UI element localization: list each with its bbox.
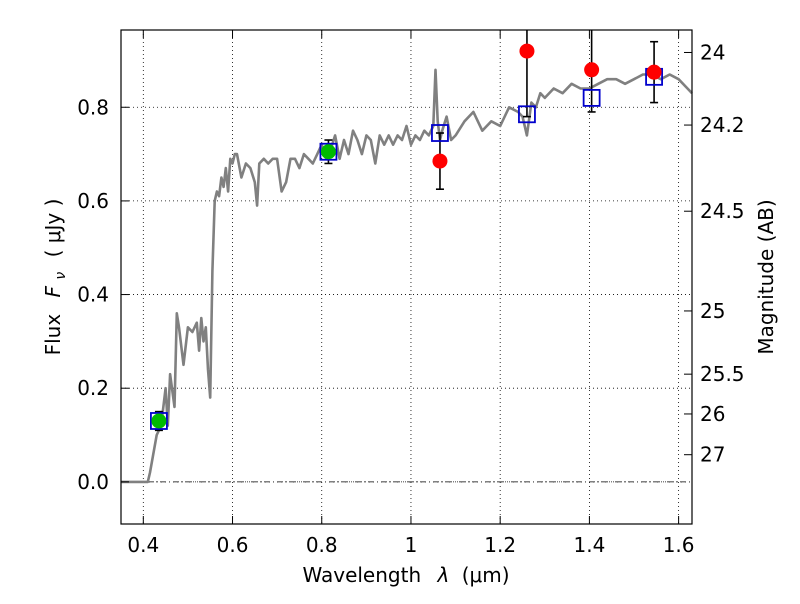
y-axis-title-unit: ( μJy ): [41, 199, 65, 258]
measurement-marker: [432, 153, 448, 169]
x-tick-label: 1.2: [484, 533, 516, 557]
magnitude-tick-label: 24.2: [700, 113, 745, 137]
model-photometry-marker: [582, 88, 601, 107]
y-axis-title-prefix: Flux: [41, 314, 65, 356]
model-photometry-marker: [431, 124, 449, 142]
y-tick-label: 0.0: [77, 470, 109, 494]
x-tick-label: 1.4: [573, 533, 605, 557]
model-photometry-marker: [518, 105, 536, 124]
x-axis-title-prefix: Wavelength: [302, 563, 421, 587]
model-spectrum-layer: [121, 68, 693, 484]
y-tick-label: 0.6: [77, 189, 109, 213]
magnitude-tick-label: 26: [700, 402, 725, 426]
magnitude-tick-label: 25.5: [700, 362, 745, 386]
magnitude-tick-label: 24: [700, 40, 725, 64]
y-axis-title-symbol: F: [41, 285, 65, 297]
model-photometry-marker: [150, 412, 168, 430]
x-tick-label: 0.4: [127, 533, 159, 557]
x-axis-title-unit: (μm): [462, 563, 510, 587]
detection-marker: [151, 413, 167, 429]
magnitude-tick-label: 27: [700, 443, 725, 467]
magnitude-tick-labels: 24 24.2 24.5 25 25.5 26 27: [700, 40, 745, 466]
measurement-marker: [646, 64, 662, 80]
model-photometry-marker: [319, 142, 338, 161]
detection-marker: [320, 144, 336, 160]
x-tick-label: 0.8: [306, 533, 338, 557]
x-tick-label: 0.6: [217, 533, 249, 557]
grid: [121, 30, 692, 524]
x-tick-labels: 0.4 0.6 0.8 1 1.2 1.4 1.6: [127, 533, 694, 557]
tick-layer: [121, 30, 692, 524]
y-tick-label: 0.2: [77, 376, 109, 400]
x-tick-label: 1: [405, 533, 418, 557]
x-axis-title-symbol: λ: [437, 563, 450, 587]
magnitude-axis-title: Magnitude (AB): [754, 199, 778, 354]
marker-layer: [150, 43, 663, 430]
magnitude-tick-label: 25: [700, 299, 725, 323]
x-tick-label: 1.6: [663, 533, 695, 557]
magnitude-tick-label: 24.5: [700, 199, 745, 223]
plot-frame: [120, 29, 693, 525]
model-spectrum-line: [121, 68, 693, 484]
measurement-marker: [519, 43, 535, 59]
y-axis-title-subscript: ν: [53, 272, 69, 280]
y-tick-label: 0.4: [77, 283, 109, 307]
x-axis-title: Wavelength λ (μm): [302, 563, 509, 587]
y-axis-title: Flux F ν ( μJy ): [41, 199, 70, 356]
y-tick-labels: 0.0 0.2 0.4 0.6 0.8: [77, 95, 109, 494]
y-tick-label: 0.8: [77, 95, 109, 119]
errorbar-layer: [154, 30, 659, 432]
measurement-marker: [584, 62, 600, 78]
